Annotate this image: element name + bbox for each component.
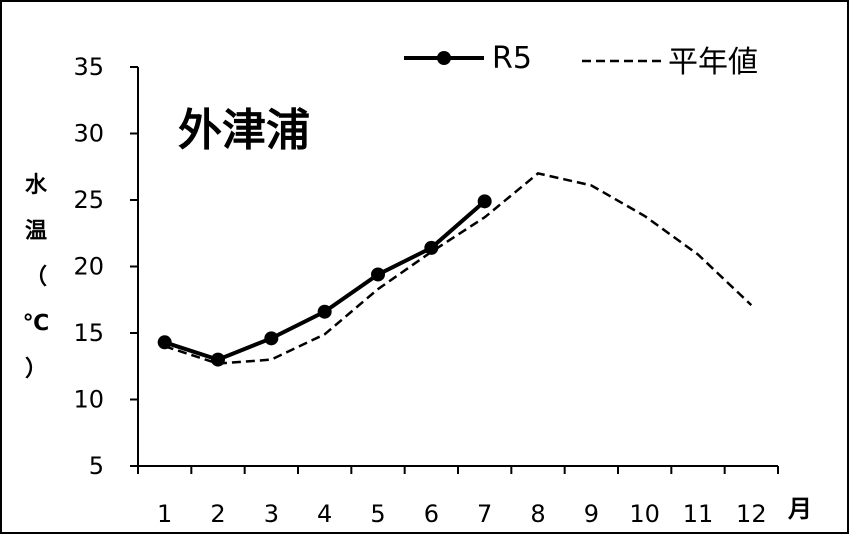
x-tick-label: 9 bbox=[584, 500, 599, 528]
legend-r5-label: R5 bbox=[492, 41, 532, 76]
chart-plot-area bbox=[157, 172, 753, 367]
data-point-r5 bbox=[424, 240, 439, 255]
x-tick-label: 8 bbox=[530, 500, 545, 528]
y-axis-label-char: （ bbox=[25, 265, 47, 290]
x-tick-label: 10 bbox=[629, 500, 660, 528]
y-axis-label-char: ） bbox=[25, 357, 47, 382]
y-tick-label: 35 bbox=[73, 53, 104, 81]
x-tick-label: 12 bbox=[736, 500, 767, 528]
x-tick-label: 2 bbox=[210, 500, 225, 528]
x-axis-unit-label: 月 bbox=[787, 495, 812, 523]
series-line-r5 bbox=[164, 199, 487, 362]
y-axis-label-char: 温 bbox=[25, 219, 47, 244]
data-point-r5 bbox=[317, 304, 332, 319]
y-tick-label: 20 bbox=[73, 253, 104, 281]
data-point-r5 bbox=[157, 335, 172, 350]
x-tick-label: 11 bbox=[683, 500, 714, 528]
y-tick-label: 10 bbox=[73, 386, 104, 414]
x-tick-label: 6 bbox=[424, 500, 439, 528]
x-tick-label: 3 bbox=[264, 500, 279, 528]
y-tick-label: 25 bbox=[73, 186, 104, 214]
y-axis-label: 水温 （ ℃ ） bbox=[23, 173, 50, 382]
data-point-r5 bbox=[371, 267, 385, 282]
chart-title: 外津浦 bbox=[178, 105, 310, 156]
legend-average-label: 平年値 bbox=[668, 45, 758, 80]
data-point-r5 bbox=[264, 331, 279, 346]
data-point-r5 bbox=[477, 194, 492, 209]
y-axis-label-char: ℃ bbox=[23, 311, 50, 336]
x-tick-label: 4 bbox=[317, 500, 332, 528]
y-axis-label-char: 水 bbox=[25, 173, 48, 198]
y-tick-label: 30 bbox=[73, 120, 104, 148]
legend-r5-marker bbox=[437, 51, 451, 65]
x-tick-label: 5 bbox=[370, 500, 385, 528]
x-tick-label: 1 bbox=[157, 500, 172, 528]
chart-legend: R5 平年値 bbox=[404, 41, 758, 80]
x-tick-label: 7 bbox=[477, 500, 492, 528]
y-tick-label: 15 bbox=[73, 319, 104, 347]
y-tick-label: 5 bbox=[89, 452, 104, 480]
series-line-average bbox=[164, 172, 753, 365]
